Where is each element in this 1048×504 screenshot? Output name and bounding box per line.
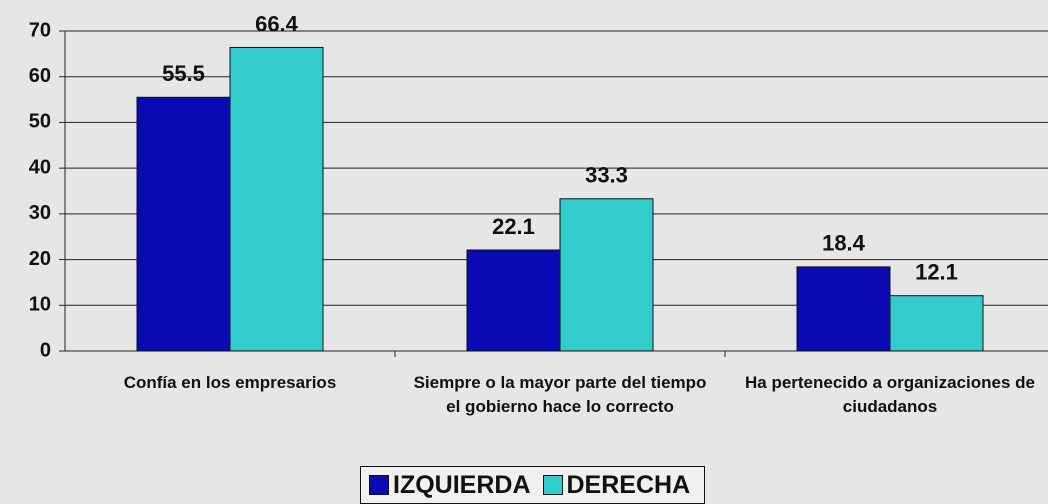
value-label: 18.4 [822, 231, 866, 256]
legend-item: IZQUIERDA [369, 471, 531, 500]
bar [136, 96, 231, 352]
legend-swatch [542, 475, 563, 495]
y-tick-label: 20 [29, 248, 51, 270]
value-label: 33.3 [585, 163, 628, 188]
legend-label: DERECHA [566, 470, 691, 499]
value-label: 22.1 [492, 214, 535, 239]
x-tick-label: Confía en los empresarios [123, 373, 337, 392]
legend-label: IZQUIERDA [393, 470, 531, 499]
y-tick-label: 40 [29, 156, 51, 178]
value-label: 12.1 [915, 259, 958, 284]
x-tick-label: Ha pertenecido a organizaciones de ciuda… [744, 373, 1036, 416]
bar [229, 46, 324, 352]
x-tick-label: Siempre o la mayor parte del tiempo el g… [413, 373, 707, 416]
value-label: 66.4 [255, 11, 299, 36]
value-label: 55.5 [162, 61, 205, 86]
bar [889, 295, 984, 352]
y-tick-label: 30 [29, 202, 51, 224]
bar [796, 266, 891, 352]
y-tick-label: 0 [40, 339, 51, 361]
legend-item: DERECHA [542, 470, 691, 500]
y-tick-label: 10 [29, 294, 51, 316]
legend-swatch [369, 475, 389, 495]
y-tick-label: 50 [29, 111, 51, 133]
y-tick-label: 60 [29, 65, 51, 87]
y-tick-label: 70 [29, 19, 51, 41]
legend: IZQUIERDA DERECHA [360, 466, 706, 504]
bar [559, 198, 654, 352]
bar [466, 249, 561, 352]
